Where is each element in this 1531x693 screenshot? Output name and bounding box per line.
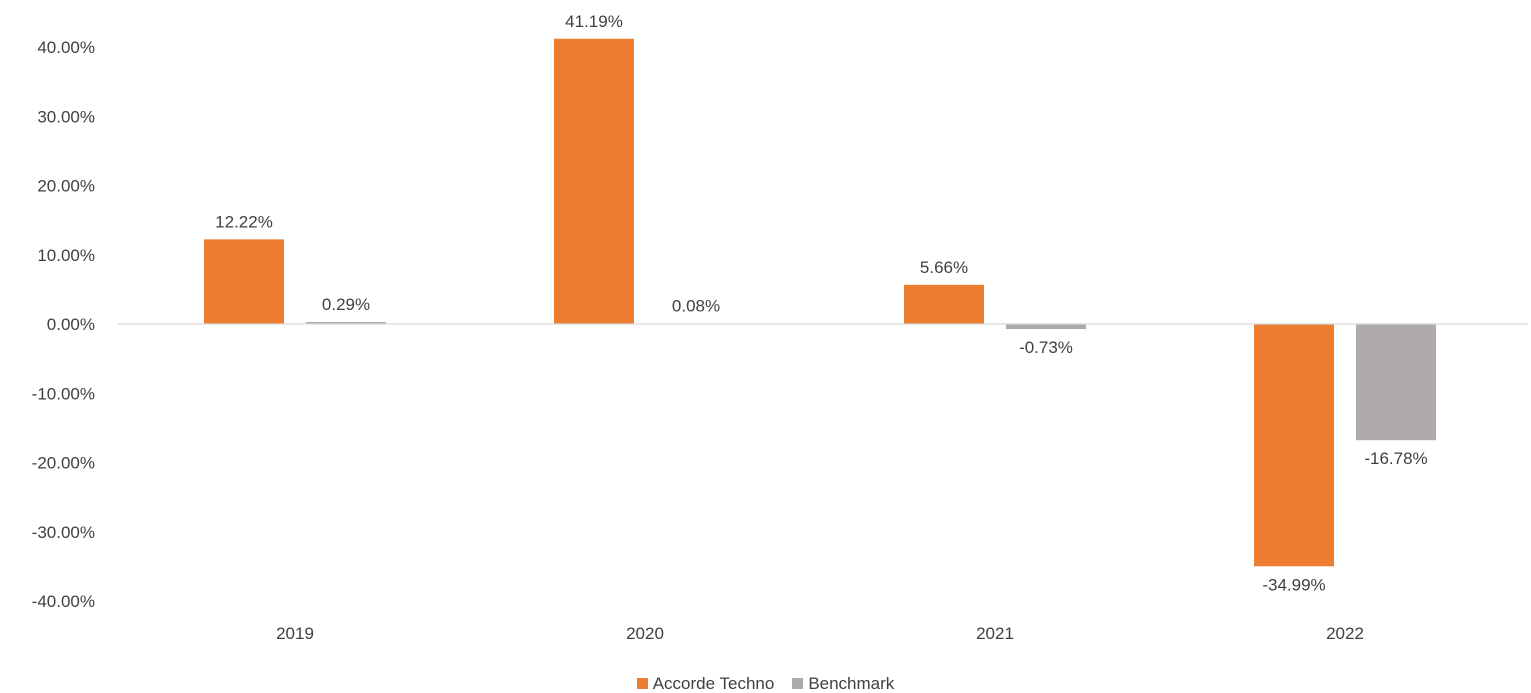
- bar-accorde-techno-2022: [1254, 324, 1334, 567]
- legend-label-benchmark: Benchmark: [808, 674, 895, 693]
- legend-swatch-benchmark: [792, 678, 804, 689]
- data-label-benchmark-2020: 0.08%: [672, 296, 720, 315]
- x-tick-label: 2022: [1326, 624, 1364, 643]
- bar-benchmark-2021: [1006, 324, 1086, 330]
- data-label-accorde-techno-2019: 12.22%: [215, 212, 273, 231]
- data-labels: 12.22% 41.19% 5.66% -34.99% 0.29% 0.08% -0.73%…: [215, 12, 1428, 595]
- bar-benchmark-2022: [1356, 324, 1436, 441]
- y-axis-tick-labels: 40.00% 30.00% 20.00% 10.00% 0.00% -10.00% -20.…: [32, 38, 95, 611]
- x-tick-label: 2020: [626, 624, 664, 643]
- y-tick-label: 30.00%: [37, 107, 95, 126]
- bar-accorde-techno-2021: [904, 284, 984, 324]
- bar-accorde-techno-2019: [204, 239, 284, 324]
- bar-accorde-techno-2020: [554, 38, 634, 325]
- y-tick-label: 20.00%: [37, 177, 95, 196]
- legend-item-benchmark: Benchmark: [792, 674, 894, 693]
- bar-series: [204, 38, 1436, 567]
- x-tick-label: 2021: [976, 624, 1014, 643]
- data-label-accorde-techno-2020: 41.19%: [565, 12, 623, 31]
- bar-benchmark-2019: [306, 321, 386, 324]
- data-label-accorde-techno-2021: 5.66%: [920, 258, 968, 277]
- y-tick-label: 0.00%: [47, 315, 95, 334]
- y-tick-label: -30.00%: [32, 523, 95, 542]
- y-tick-label: -20.00%: [32, 454, 95, 473]
- y-tick-label: 10.00%: [37, 246, 95, 265]
- legend: Accorde Techno Benchmark: [0, 674, 1531, 693]
- data-label-benchmark-2022: -16.78%: [1364, 449, 1427, 468]
- y-tick-label: 40.00%: [37, 38, 95, 57]
- legend-item-accorde-techno: Accorde Techno: [636, 674, 775, 693]
- data-label-benchmark-2019: 0.29%: [322, 295, 370, 314]
- legend-swatch-accorde-techno: [636, 678, 648, 689]
- x-tick-label: 2019: [276, 624, 314, 643]
- legend-label-accorde-techno: Accorde Techno: [652, 674, 775, 693]
- y-tick-label: -40.00%: [32, 592, 95, 611]
- x-axis-tick-labels: 2019 2020 2021 2022: [276, 624, 1364, 643]
- data-label-benchmark-2021: -0.73%: [1019, 338, 1073, 357]
- data-label-accorde-techno-2022: -34.99%: [1262, 575, 1325, 594]
- y-tick-label: -10.00%: [32, 384, 95, 403]
